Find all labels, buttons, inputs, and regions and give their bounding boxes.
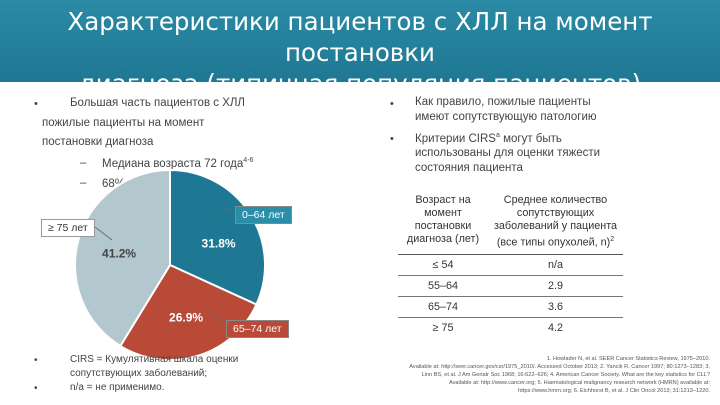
pie-value-0-64: 31.8% bbox=[202, 236, 236, 250]
median-age-text: Медиана возраста 72 года4-6 bbox=[102, 157, 253, 170]
reference-line: https://www.hmrn.org; 6. Eichhorst B, et… bbox=[518, 387, 710, 394]
median-age-label: Медиана возраста 72 года bbox=[102, 157, 244, 170]
right-bullet-marker-1: • bbox=[390, 98, 394, 110]
pie-slice-65-74 bbox=[118, 263, 258, 361]
header-age-line: постановки bbox=[414, 220, 472, 232]
median-age-ref: 4-6 bbox=[243, 157, 254, 164]
pie-label-0-64: 0–64 лет bbox=[235, 206, 292, 224]
pie-label-65-74: 65–74 лет bbox=[226, 320, 289, 338]
cirs-label: Критерии CIRS bbox=[415, 132, 496, 145]
header-age-line: диагноза (лет) bbox=[406, 233, 480, 245]
reference-line: Available at: http://seer.cancer.gov/csr… bbox=[409, 363, 710, 370]
reference-line: Available at: http://www.cancer.org; 5. … bbox=[448, 379, 710, 386]
left-bullet-line1: Большая часть пациентов с ХЛЛ bbox=[70, 97, 245, 109]
cirs-ref: a bbox=[495, 132, 500, 139]
table-row: 55–64 2.9 bbox=[398, 275, 623, 297]
header-comorb-line: сопутствующих bbox=[516, 207, 595, 219]
table-cell-count: 4.2 bbox=[547, 321, 563, 334]
footnote-na: n/a = не применимо. bbox=[70, 382, 165, 393]
table-cell-count: 2.9 bbox=[488, 275, 623, 297]
header-comorb-line: заболеваний у пациента bbox=[493, 220, 618, 232]
table-cell-age: ≥ 75 bbox=[432, 321, 454, 334]
right-bullet-marker-2: • bbox=[390, 133, 394, 145]
table-cell-age: ≤ 54 bbox=[398, 254, 488, 276]
header-comorb-line: Среднее количество bbox=[503, 194, 608, 206]
right-bullet1-line2: имеют сопутствующую патологию bbox=[415, 111, 597, 123]
reference-line: Linn BS, et al. J Am Geriatr Soc 1968; 1… bbox=[421, 371, 710, 378]
title-bar bbox=[0, 0, 720, 82]
footnote-marker-2: • bbox=[34, 383, 38, 394]
table-row: ≤ 54 n/a bbox=[398, 254, 623, 276]
header-age-line: момент bbox=[424, 207, 462, 219]
footnote-marker-1: • bbox=[34, 355, 38, 366]
table-header-age: Возраст на момент постановки диагноза (л… bbox=[398, 192, 488, 255]
right-bullet2-line3: состояния пациента bbox=[415, 162, 523, 174]
table-header-row: Возраст на момент постановки диагноза (л… bbox=[398, 192, 623, 255]
title-line-2: диагноза (типичная популяция пациентов) bbox=[78, 69, 642, 98]
pie-value-75-plus: 41.2% bbox=[102, 246, 136, 260]
bullet-marker: • bbox=[34, 98, 38, 110]
comorbidity-table: Возраст на момент постановки диагноза (л… bbox=[398, 192, 623, 338]
table-cell-count: n/a bbox=[488, 254, 623, 276]
table-header-comorbidities: Среднее количество сопутствующих заболев… bbox=[488, 192, 623, 255]
dash-marker: – bbox=[80, 157, 87, 169]
header-comorb-line: (все типы опухолей, n)2 bbox=[489, 233, 622, 250]
table-row: 65–74 3.6 bbox=[398, 296, 623, 318]
table-row: ≥ 75 4.2 bbox=[398, 317, 623, 338]
pie-label-75-plus: ≥ 75 лет bbox=[41, 219, 95, 237]
pie-slice-75-plus bbox=[74, 168, 171, 348]
table-cell-age: 55–64 bbox=[398, 275, 488, 297]
reference-line: 1. Howlader N, et al. SEER Cancer Statis… bbox=[546, 356, 710, 362]
table-cell-age: 65–74 bbox=[398, 296, 488, 318]
table-cell-count: 3.6 bbox=[488, 296, 623, 318]
leader-line-65-74 bbox=[209, 311, 229, 327]
right-bullet2-line1: Критерии CIRSa могут быть bbox=[415, 132, 562, 145]
references: 1. Howlader N, et al. SEER Cancer Statis… bbox=[360, 356, 710, 396]
slide-title: Характеристики пациентов с ХЛЛ на момент… bbox=[0, 6, 720, 99]
left-bullet-line3: постановки диагноза bbox=[42, 136, 154, 148]
header-age-line: Возраст на bbox=[415, 194, 471, 206]
leader-line-75-plus bbox=[94, 226, 113, 241]
right-bullet2-line2: использованы для оценки тяжести bbox=[415, 147, 601, 159]
footnote-cirs-line1: CIRS = Кумулятивная шкала оценки bbox=[70, 354, 239, 365]
pie-value-65-74: 26.9% bbox=[169, 311, 203, 325]
header-comorb-last: (все типы опухолей, n) bbox=[496, 236, 611, 249]
footnote-cirs-line2: сопутствующих заболеваний; bbox=[70, 368, 208, 379]
cirs-label-end: могут быть bbox=[499, 132, 562, 145]
left-bullet-line2: пожилые пациенты на момент bbox=[42, 117, 205, 129]
leader-line-0-64 bbox=[221, 207, 238, 214]
header-comorb-ref: 2 bbox=[610, 236, 615, 243]
right-bullet1-line1: Как правило, пожилые пациенты bbox=[415, 96, 591, 108]
title-line-1: Характеристики пациентов с ХЛЛ на момент… bbox=[67, 7, 653, 67]
dash-marker-2: – bbox=[80, 177, 87, 189]
